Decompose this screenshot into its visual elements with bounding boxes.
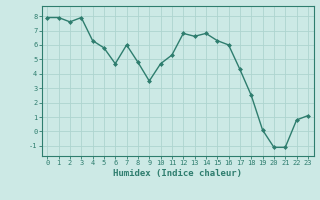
X-axis label: Humidex (Indice chaleur): Humidex (Indice chaleur) bbox=[113, 169, 242, 178]
